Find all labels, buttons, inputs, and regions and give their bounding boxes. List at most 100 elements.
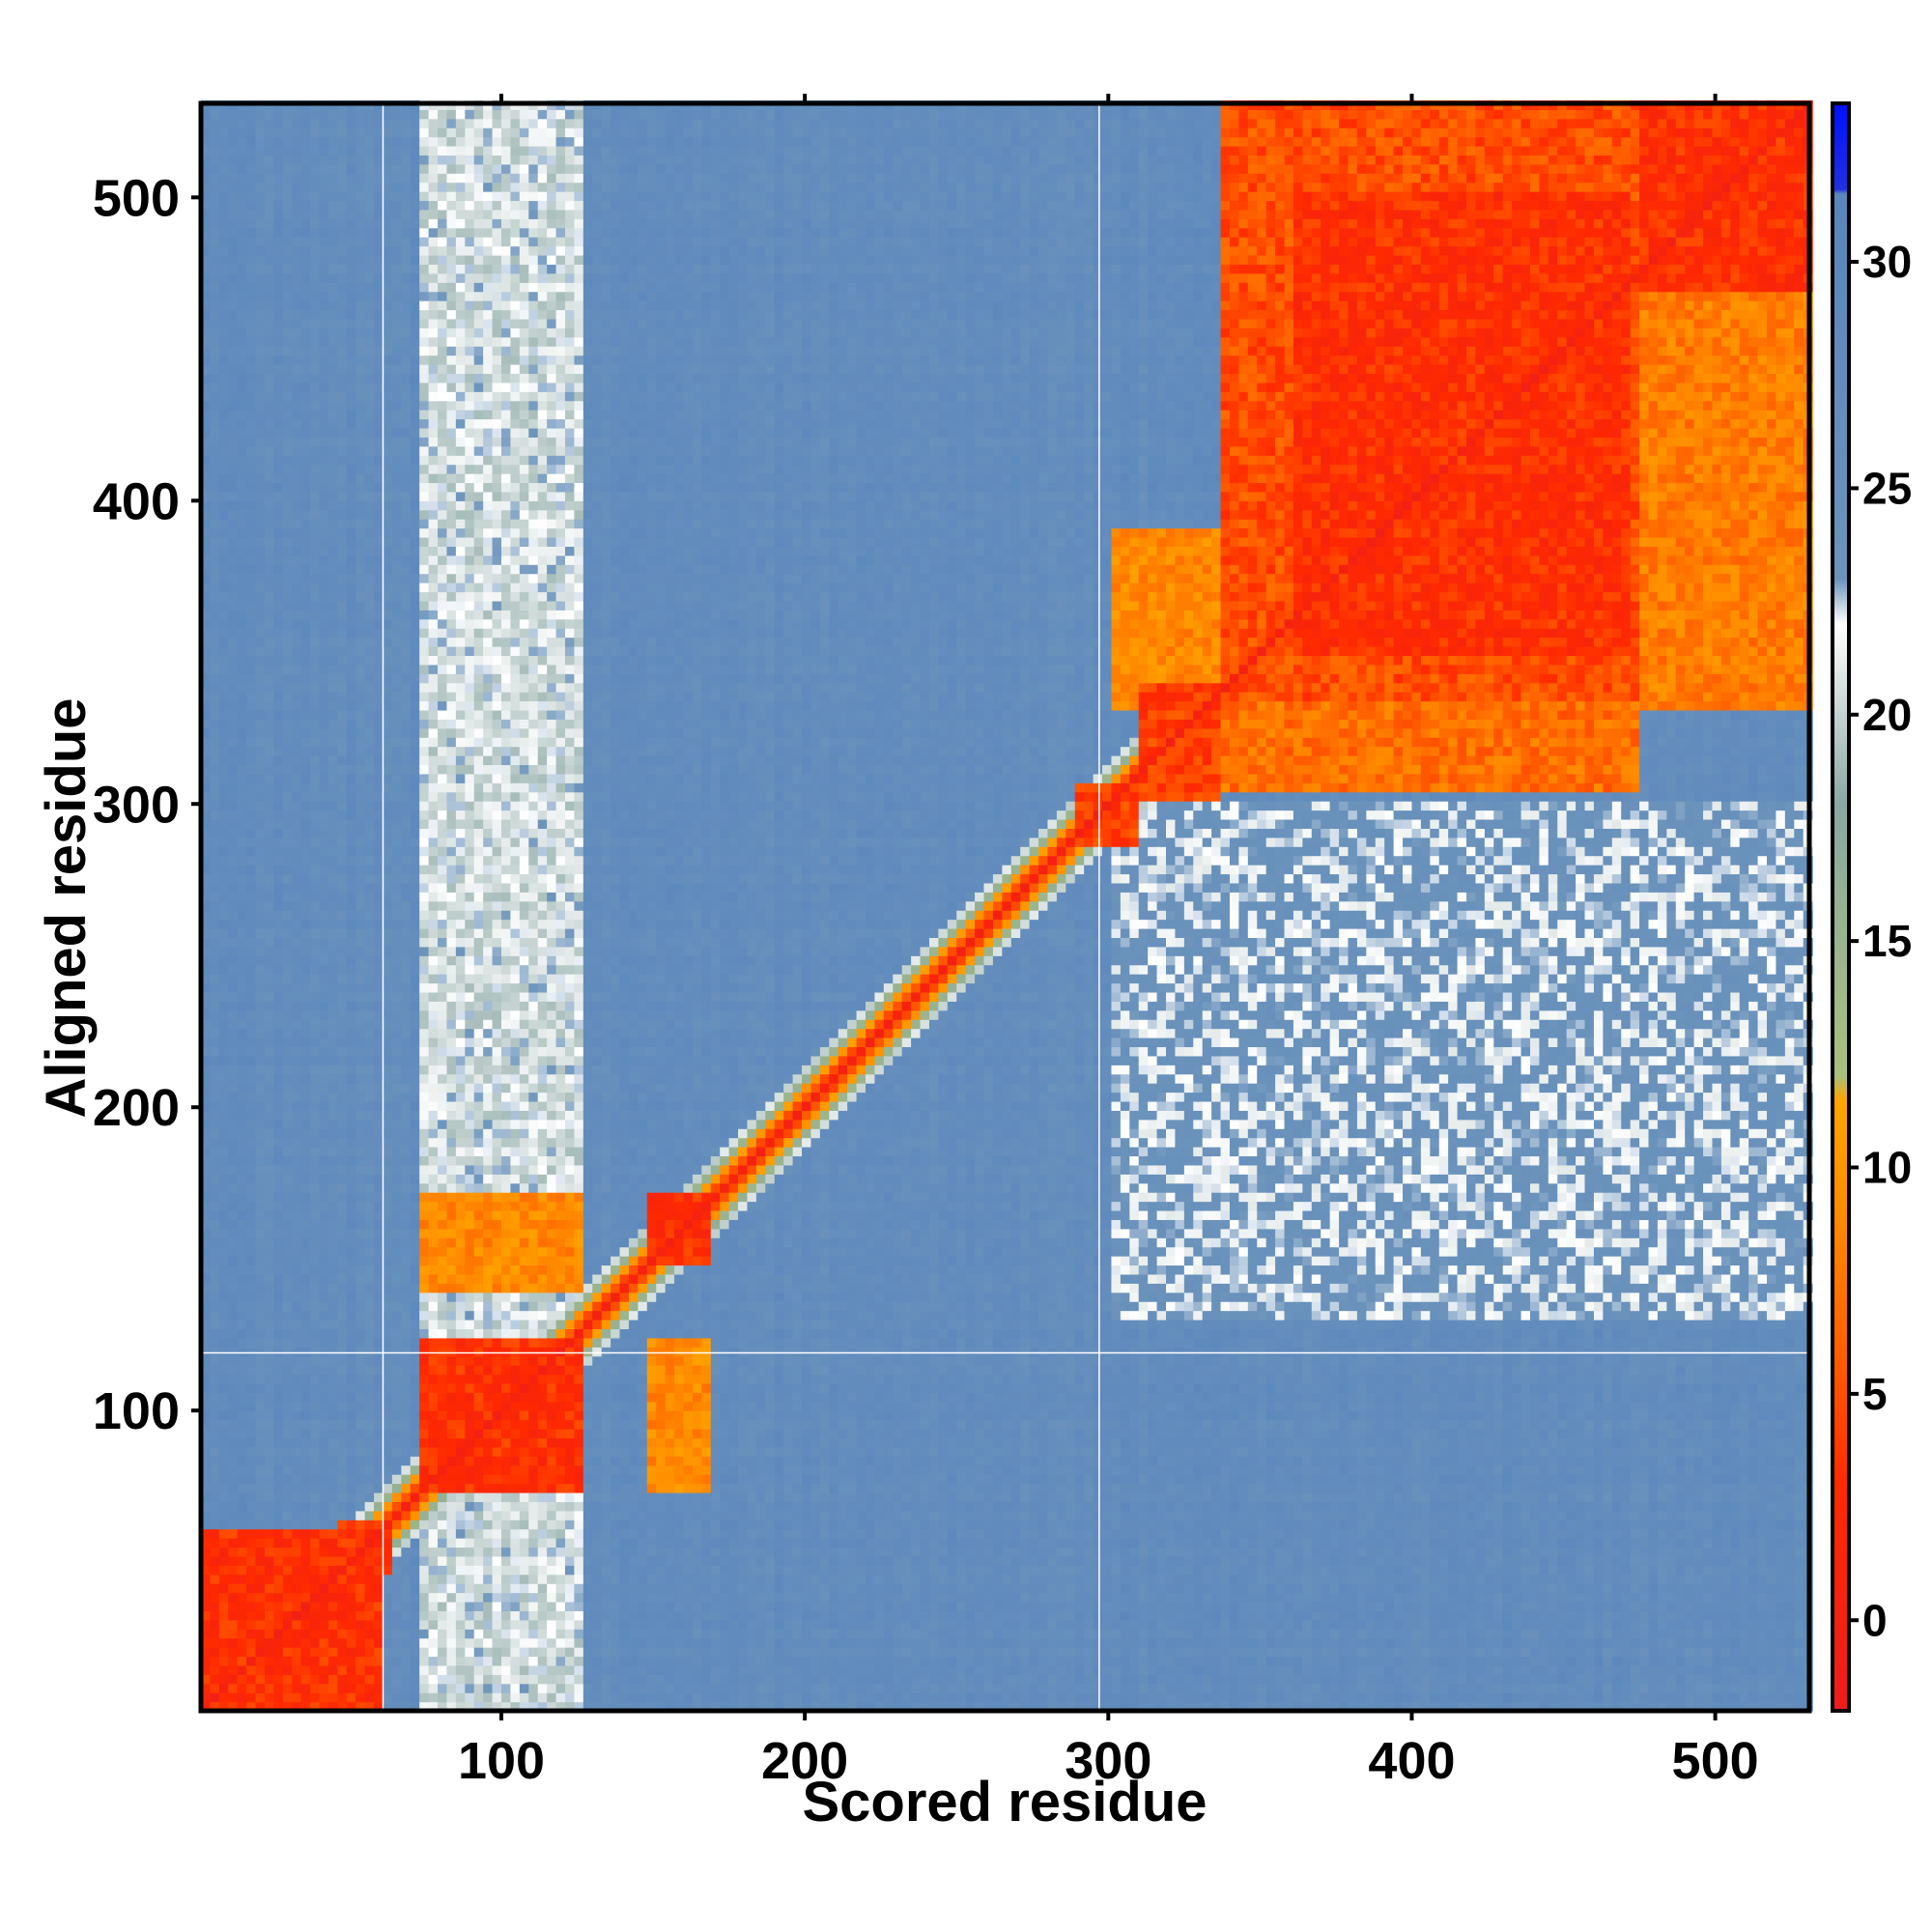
heatmap-cell <box>455 1510 466 1520</box>
heatmap-cell <box>446 1664 457 1675</box>
heatmap-cell <box>446 900 457 911</box>
heatmap-cell <box>201 727 212 738</box>
heatmap-cell <box>446 1374 457 1384</box>
heatmap-cell <box>419 1610 430 1621</box>
heatmap-cell <box>446 1528 457 1539</box>
heatmap-cell <box>300 1264 311 1275</box>
heatmap-cell <box>428 473 439 484</box>
heatmap-cell <box>428 1410 439 1421</box>
heatmap-cell <box>346 873 356 884</box>
heatmap-cell <box>210 1182 220 1193</box>
heatmap-cell <box>364 882 375 893</box>
heatmap-cell <box>410 455 420 466</box>
heatmap-cell <box>364 1392 375 1403</box>
heatmap-cell <box>201 892 212 902</box>
heatmap-cell <box>300 346 311 356</box>
heatmap-cell <box>355 355 366 365</box>
heatmap-cell <box>255 1164 266 1175</box>
heatmap-cell <box>391 618 402 629</box>
heatmap-cell <box>319 1328 329 1339</box>
heatmap-cell <box>246 173 257 184</box>
heatmap-cell <box>310 410 321 420</box>
heatmap-cell <box>327 818 338 829</box>
heatmap-cell <box>410 1674 420 1685</box>
heatmap-cell <box>419 418 430 429</box>
heatmap-cell <box>419 254 430 265</box>
heatmap-cell <box>319 491 329 501</box>
heatmap-cell <box>237 782 247 793</box>
heatmap-cell <box>428 782 439 793</box>
heatmap-cell <box>210 1092 220 1102</box>
heatmap-cell <box>401 1209 412 1220</box>
heatmap-cell <box>419 1273 430 1284</box>
heatmap-cell <box>237 346 247 356</box>
heatmap-cell <box>337 645 348 657</box>
heatmap-cell <box>282 818 293 829</box>
heatmap-cell <box>346 373 356 384</box>
heatmap-cell <box>292 1474 302 1485</box>
heatmap-cell <box>446 318 457 328</box>
heatmap-cell <box>228 1392 239 1403</box>
heatmap-cell <box>327 227 338 238</box>
heatmap-cell <box>327 391 338 402</box>
heatmap-cell <box>228 1474 239 1485</box>
heatmap-cell <box>364 182 375 192</box>
heatmap-cell <box>319 1256 329 1266</box>
heatmap-cell <box>255 1246 266 1257</box>
heatmap-cell <box>255 128 266 138</box>
heatmap-cell <box>282 264 293 274</box>
heatmap-cell <box>446 1028 457 1038</box>
heatmap-cell <box>410 719 420 729</box>
heatmap-cell <box>228 1656 239 1666</box>
heatmap-cell <box>337 837 348 847</box>
heatmap-cell <box>337 1065 348 1075</box>
heatmap-cell <box>319 237 329 247</box>
heatmap-cell <box>300 1492 311 1502</box>
heatmap-cell <box>455 1683 466 1693</box>
heatmap-cell <box>401 637 412 647</box>
heatmap-cell <box>364 910 375 921</box>
heatmap-cell <box>383 946 393 956</box>
heatmap-cell <box>264 1701 274 1712</box>
heatmap-cell <box>300 782 311 793</box>
heatmap-cell <box>383 1128 393 1139</box>
heatmap-cell <box>374 237 384 247</box>
heatmap-cell <box>310 1147 321 1157</box>
heatmap-cell <box>374 1237 384 1248</box>
heatmap-cell <box>374 1619 384 1630</box>
heatmap-cell <box>319 600 329 611</box>
heatmap-cell <box>218 336 229 347</box>
heatmap-cell <box>310 346 321 356</box>
heatmap-cell <box>210 163 220 174</box>
heatmap-cell <box>346 1310 356 1321</box>
heatmap-cell <box>391 764 402 775</box>
heatmap-cell <box>410 418 420 429</box>
heatmap-cell <box>255 445 266 456</box>
heatmap-cell <box>300 373 311 384</box>
heatmap-cell <box>246 300 257 311</box>
heatmap-cell <box>391 546 402 556</box>
heatmap-cell <box>401 1429 412 1439</box>
heatmap-cell <box>346 546 356 556</box>
heatmap-cell <box>428 327 439 338</box>
heatmap-cell <box>383 610 393 620</box>
heatmap-cell <box>246 637 257 647</box>
heatmap-cell <box>401 1201 412 1211</box>
heatmap-cell <box>319 746 329 756</box>
heatmap-cell <box>292 919 302 929</box>
heatmap-cell <box>292 700 302 711</box>
heatmap-cell <box>364 692 375 702</box>
heatmap-cell <box>218 982 229 993</box>
heatmap-cell <box>264 182 274 192</box>
heatmap-cell <box>337 1192 348 1203</box>
heatmap-cell <box>428 818 439 829</box>
heatmap-cell <box>428 209 439 219</box>
heatmap-cell <box>264 264 274 274</box>
heatmap-cell <box>438 1692 448 1703</box>
heatmap-cell <box>319 245 329 256</box>
heatmap-cell <box>218 600 229 611</box>
heatmap-cell <box>438 1664 448 1675</box>
heatmap-cell <box>401 1701 412 1712</box>
heatmap-cell <box>446 209 457 219</box>
heatmap-cell <box>364 964 375 975</box>
